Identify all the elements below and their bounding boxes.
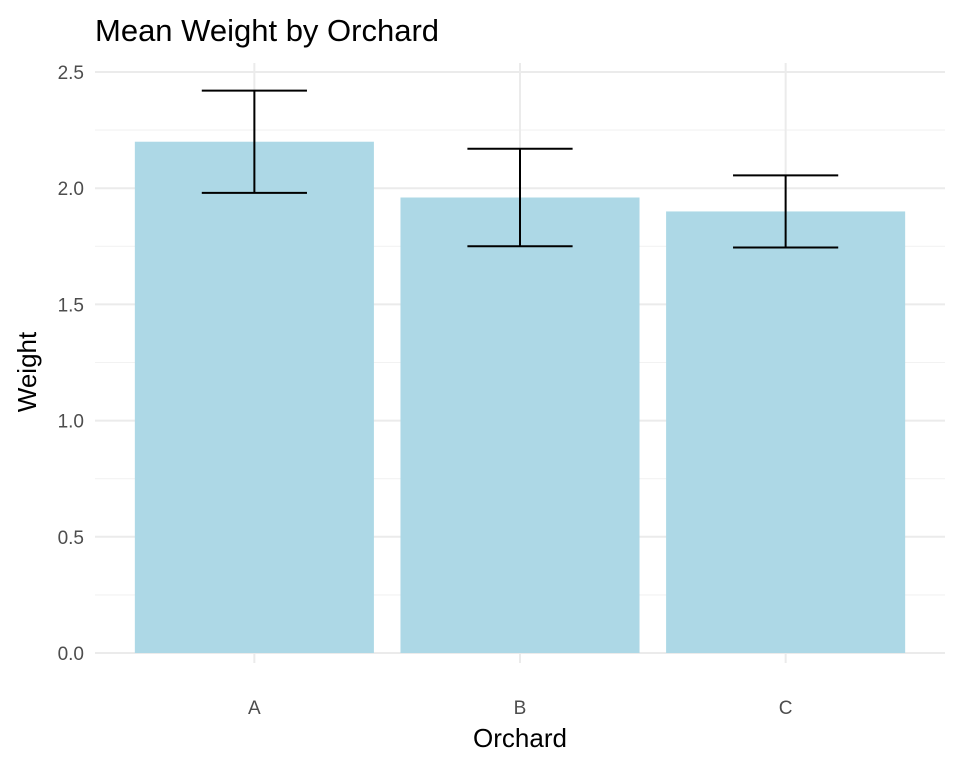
x-tick-label: C [779, 698, 793, 719]
tick-labels-layer: 0.0 0.5 1.0 1.5 2.0 2.5 A B C [58, 63, 793, 719]
bar [666, 211, 906, 653]
x-axis-title: Orchard [473, 723, 567, 753]
y-tick-label: 2.0 [58, 179, 84, 200]
y-tick-label: 1.5 [58, 295, 84, 316]
bar [134, 141, 374, 653]
y-axis-title: Weight [12, 331, 42, 412]
x-tick-label: B [514, 698, 527, 719]
y-tick-label: 0.5 [58, 528, 84, 549]
bars-layer [134, 141, 906, 653]
x-tick-label: A [248, 698, 261, 719]
y-tick-label: 1.0 [58, 412, 84, 433]
chart-title: Mean Weight by Orchard [95, 13, 439, 48]
y-tick-label: 2.5 [58, 63, 84, 84]
bar [400, 197, 640, 653]
y-tick-label: 0.0 [58, 644, 84, 665]
error-bars-layer [201, 89, 839, 249]
